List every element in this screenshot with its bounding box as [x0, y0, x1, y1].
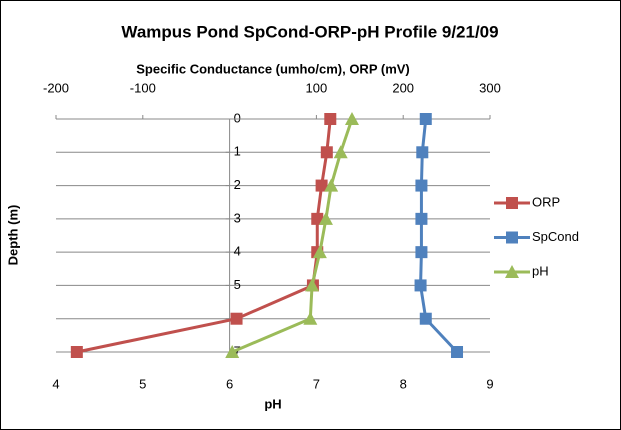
y-tick-label: 2: [234, 177, 241, 192]
data-point: [318, 211, 333, 225]
legend-label: pH: [532, 263, 549, 278]
x-tick-label: 200: [392, 80, 414, 95]
data-point: [230, 312, 243, 325]
data-point: [419, 312, 432, 325]
data-point: [305, 278, 320, 292]
x2-axis-title: pH: [264, 396, 281, 411]
data-point: [333, 145, 348, 159]
legend-marker: [506, 197, 518, 209]
legend-label: ORP: [532, 194, 560, 209]
data-point: [344, 112, 359, 125]
data-point: [320, 146, 333, 159]
x2-tick-label: 5: [139, 376, 146, 391]
chart-title: Wampus Pond SpCond-ORP-pH Profile 9/21/0…: [121, 22, 498, 41]
x2-tick-label: 7: [313, 376, 320, 391]
x2-tick-label: 9: [486, 376, 493, 391]
legend-label: SpCond: [532, 229, 579, 244]
y-axis-title: Depth (m): [5, 205, 20, 266]
y-tick-label: 3: [234, 210, 241, 225]
y-tick-label: 1: [234, 144, 241, 159]
x2-tick-label: 6: [226, 376, 233, 391]
x-tick-label: 100: [306, 80, 328, 95]
data-point: [419, 113, 432, 125]
data-point: [416, 146, 429, 159]
legend-marker: [505, 265, 519, 278]
x-tick-label: -100: [130, 80, 156, 95]
data-point: [415, 179, 428, 192]
data-point: [324, 178, 339, 192]
data-point: [415, 212, 428, 225]
data-point: [303, 311, 318, 325]
data-point: [414, 279, 427, 292]
data-point: [311, 212, 324, 225]
data-point: [312, 245, 327, 259]
data-point: [415, 246, 428, 259]
x-tick-label: -200: [43, 80, 69, 95]
x-tick-label: 300: [479, 80, 501, 95]
data-point: [315, 179, 328, 192]
x2-tick-label: 8: [400, 376, 407, 391]
x2-tick-label: 4: [52, 376, 59, 391]
x-axis-title: Specific Conductance (umho/cm), ORP (mV): [136, 61, 410, 76]
y-tick-label: 0: [234, 110, 241, 125]
data-point: [324, 113, 337, 125]
data-point: [225, 345, 240, 358]
data-point: [451, 346, 464, 358]
y-tick-label: 5: [234, 277, 241, 292]
data-point: [70, 346, 83, 358]
y-tick-label: 4: [234, 244, 241, 259]
legend-marker: [506, 231, 518, 244]
